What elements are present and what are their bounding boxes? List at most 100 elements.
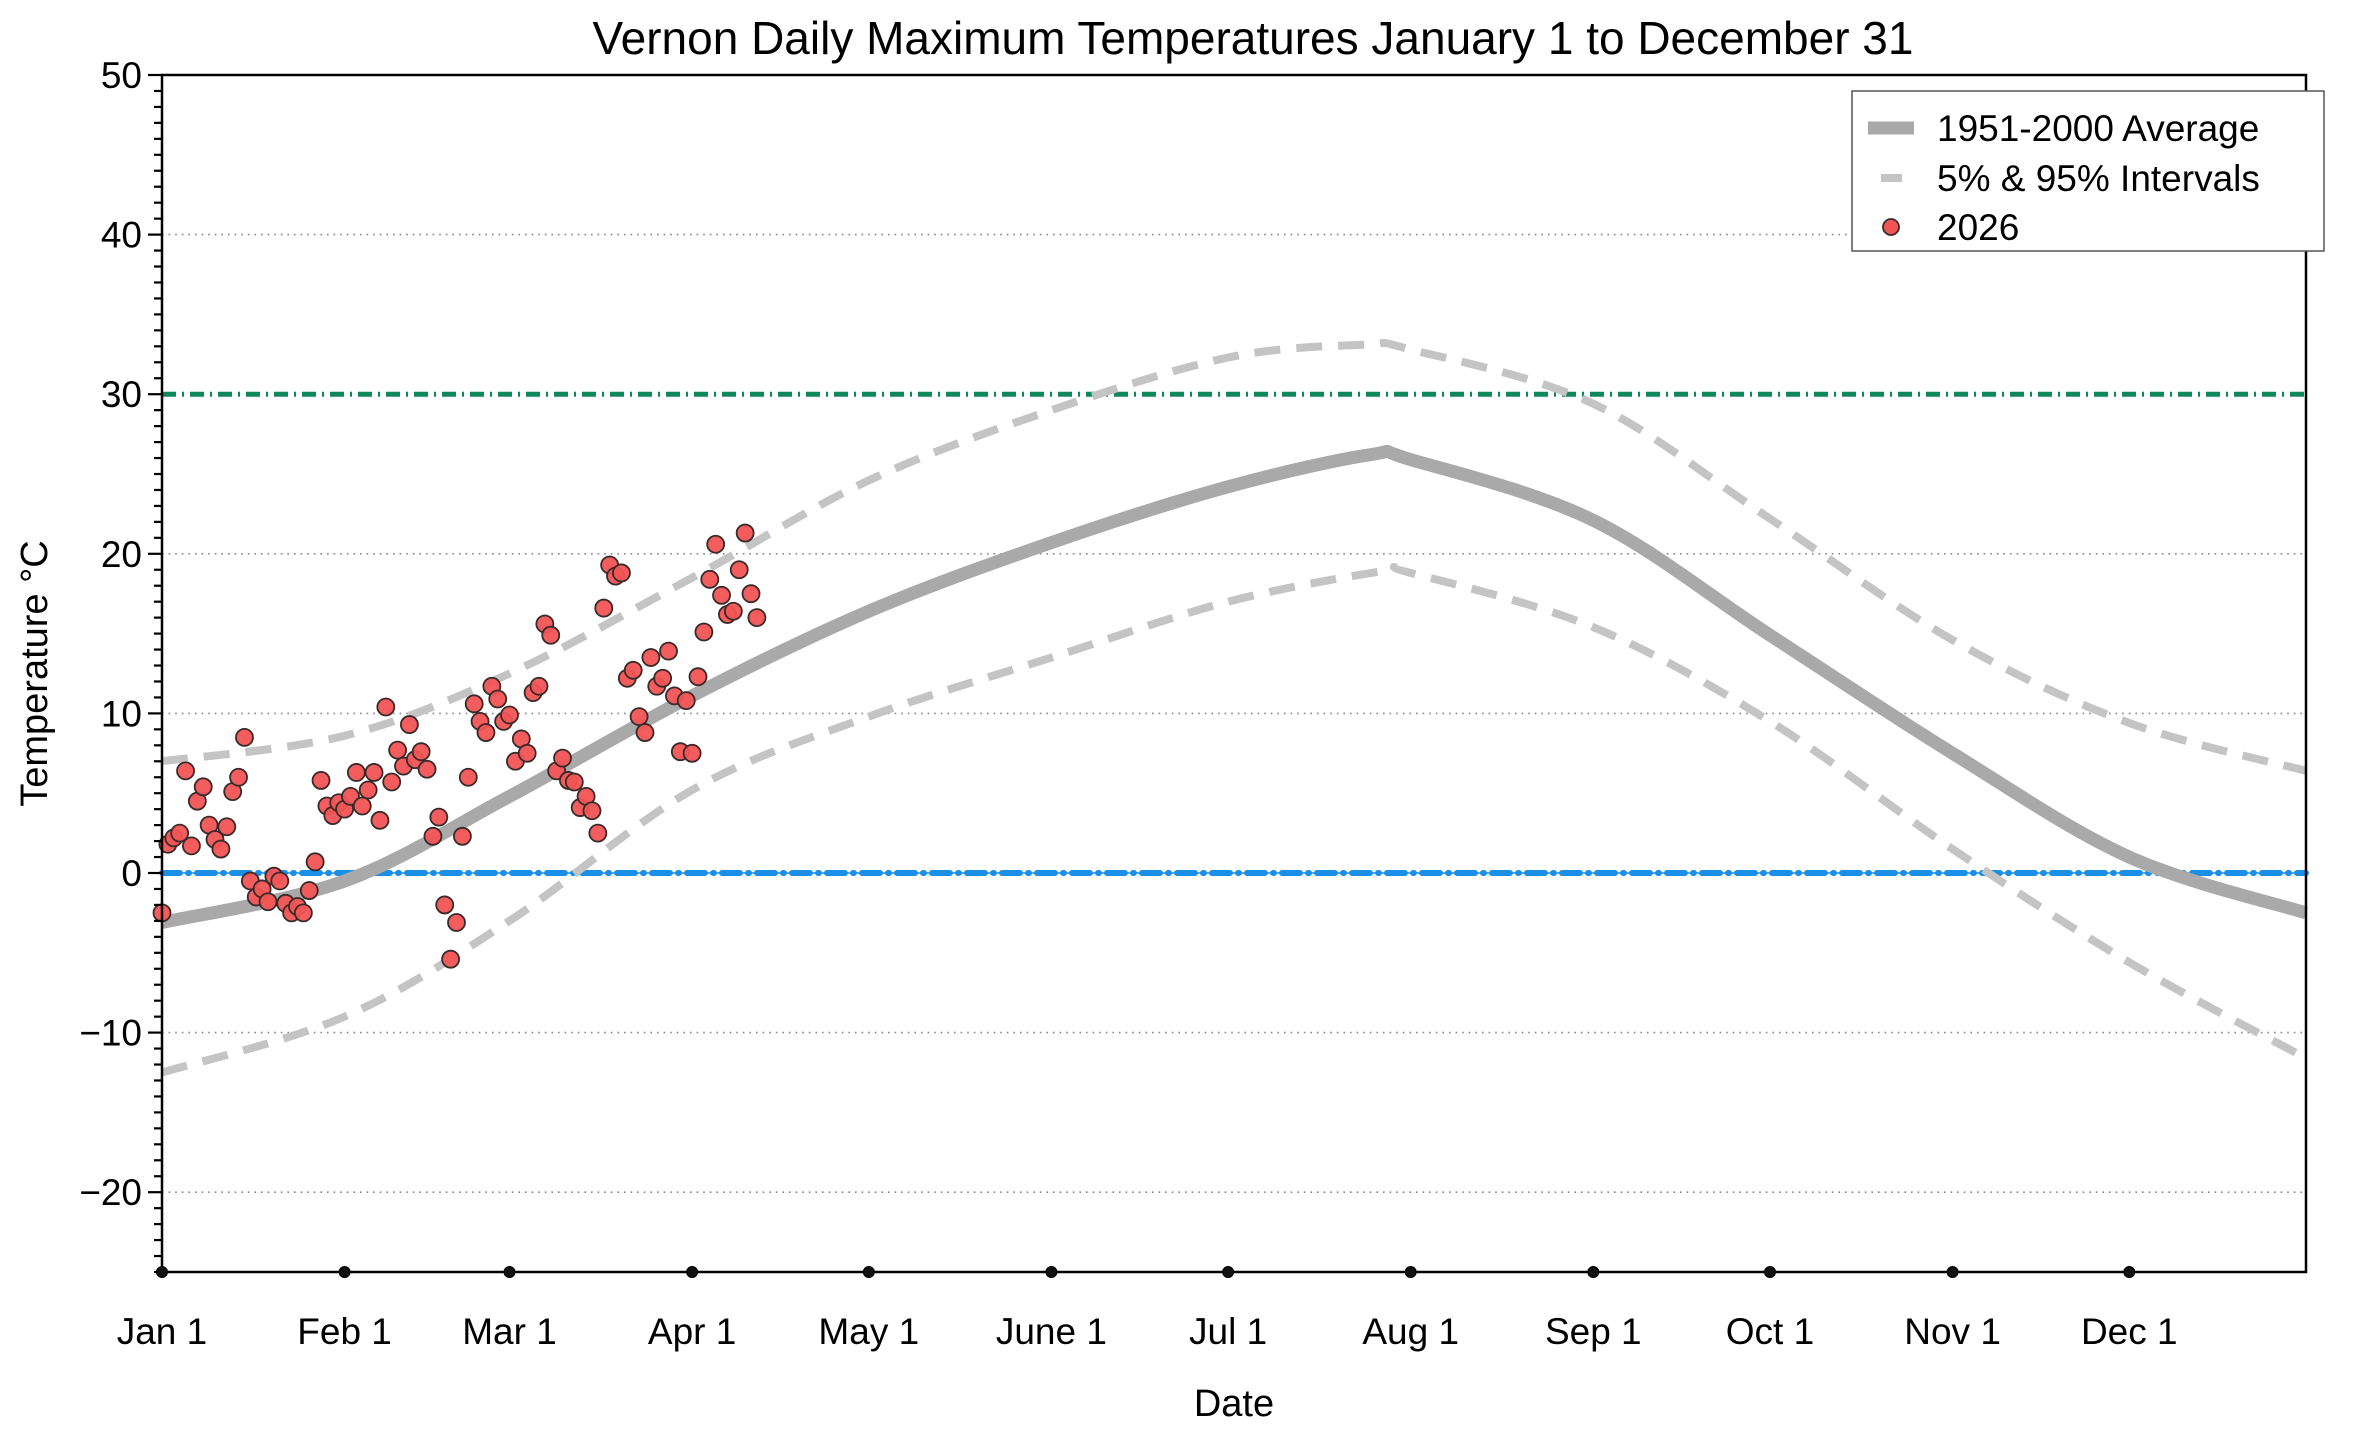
- plot-frame: [160, 73, 2308, 1274]
- data-point: [305, 852, 325, 872]
- x-tick-label: June 1: [996, 1311, 1107, 1352]
- x-tick-label: Jul 1: [1189, 1311, 1267, 1352]
- data-point: [441, 949, 461, 969]
- data-point: [612, 563, 631, 583]
- data-point: [399, 715, 419, 734]
- legend-swatch-2026: [1882, 218, 1900, 236]
- legend-label-intervals: 5% & 95% Intervals: [1937, 158, 2260, 199]
- x-tick-marker: [1404, 1266, 1417, 1278]
- chart-title: Vernon Daily Maximum Temperatures Januar…: [593, 12, 1914, 64]
- x-tick-label: Mar 1: [462, 1311, 557, 1352]
- data-point: [429, 807, 449, 827]
- data-point: [447, 913, 466, 932]
- legend: 1951-2000 Average 5% & 95% Intervals 202…: [1851, 90, 2325, 252]
- climatology-curves: [160, 338, 2308, 1077]
- data-point: [500, 705, 519, 725]
- data-point: [735, 523, 755, 543]
- y-tick-label: 40: [101, 215, 142, 256]
- y-axis-label: Temperature °C: [14, 540, 56, 807]
- data-point: [358, 780, 378, 800]
- data-point: [517, 743, 537, 763]
- data-point: [382, 772, 402, 792]
- data-point: [376, 697, 396, 717]
- data-point: [176, 761, 195, 781]
- x-tick-marker: [1045, 1266, 1058, 1278]
- x-tick-marker: [338, 1266, 351, 1278]
- data-point: [411, 742, 431, 762]
- data-point: [623, 660, 643, 680]
- data-point: [452, 826, 472, 846]
- x-tick-label: Nov 1: [1904, 1311, 2001, 1352]
- data-point: [594, 598, 614, 618]
- y-tick-label: 0: [121, 853, 142, 894]
- data-point: [700, 569, 720, 589]
- x-tick-label: Feb 1: [297, 1311, 392, 1352]
- legend-box: [1851, 90, 2325, 252]
- data-point: [564, 772, 584, 792]
- average-line: [160, 444, 2308, 929]
- x-tick-marker: [503, 1266, 516, 1278]
- data-point: [582, 801, 602, 821]
- x-tick-marker: [1946, 1266, 1959, 1278]
- x-axis-label: Date: [1194, 1383, 1274, 1425]
- scatter-points-2026: [152, 523, 767, 969]
- x-tick-marker: [862, 1266, 875, 1278]
- x-tick-marker: [1587, 1266, 1600, 1278]
- data-point: [659, 641, 678, 661]
- data-point: [541, 625, 561, 645]
- data-point: [417, 759, 437, 779]
- y-tick-label: 10: [101, 693, 142, 734]
- data-point: [346, 763, 366, 782]
- x-tick-label: Aug 1: [1362, 1311, 1459, 1352]
- y-tick-label: 20: [101, 534, 142, 575]
- x-tick-marker: [2123, 1266, 2136, 1278]
- x-tick-label: Jan 1: [117, 1311, 208, 1352]
- data-point: [641, 648, 661, 667]
- y-tick-label: 50: [101, 55, 142, 96]
- data-point: [293, 903, 313, 923]
- data-point: [435, 895, 455, 915]
- data-point: [706, 534, 726, 554]
- data-point: [270, 871, 290, 891]
- x-tick-marker: [1764, 1266, 1776, 1278]
- data-point: [464, 694, 484, 714]
- y-tick-label: −10: [79, 1013, 142, 1054]
- data-point: [476, 723, 496, 742]
- data-point: [182, 836, 201, 856]
- data-point: [170, 823, 190, 843]
- lower-interval-line: [160, 562, 2308, 1077]
- data-point: [258, 892, 278, 912]
- x-tick-label: Sep 1: [1545, 1311, 1642, 1352]
- y-axis: −20 −10 0 10 20 30 40 50: [79, 55, 162, 1274]
- data-point: [311, 771, 331, 790]
- reference-lines: [159, 391, 2309, 876]
- data-point: [682, 743, 702, 763]
- x-tick-label: Apr 1: [648, 1311, 736, 1352]
- data-point: [211, 839, 231, 859]
- data-point: [193, 777, 213, 797]
- y-tick-label: 30: [101, 374, 142, 415]
- data-point: [229, 767, 248, 787]
- data-point: [635, 723, 655, 742]
- data-point: [676, 691, 696, 711]
- data-point: [370, 810, 390, 830]
- y-tick-label: −20: [79, 1172, 142, 1213]
- data-point: [694, 622, 714, 642]
- data-point: [712, 585, 731, 605]
- data-point: [723, 601, 743, 621]
- legend-label-average: 1951-2000 Average: [1937, 108, 2259, 149]
- x-tick-label: Dec 1: [2081, 1311, 2178, 1352]
- data-point: [588, 823, 608, 843]
- data-point: [364, 763, 384, 782]
- data-point: [235, 727, 254, 747]
- data-point: [299, 881, 319, 900]
- data-point: [747, 608, 767, 628]
- data-point: [388, 740, 408, 760]
- data-point: [529, 676, 549, 696]
- data-point: [488, 689, 508, 709]
- data-point: [553, 748, 572, 768]
- data-point: [352, 796, 372, 816]
- y-gridlines: [162, 233, 2306, 1193]
- data-point: [423, 826, 443, 846]
